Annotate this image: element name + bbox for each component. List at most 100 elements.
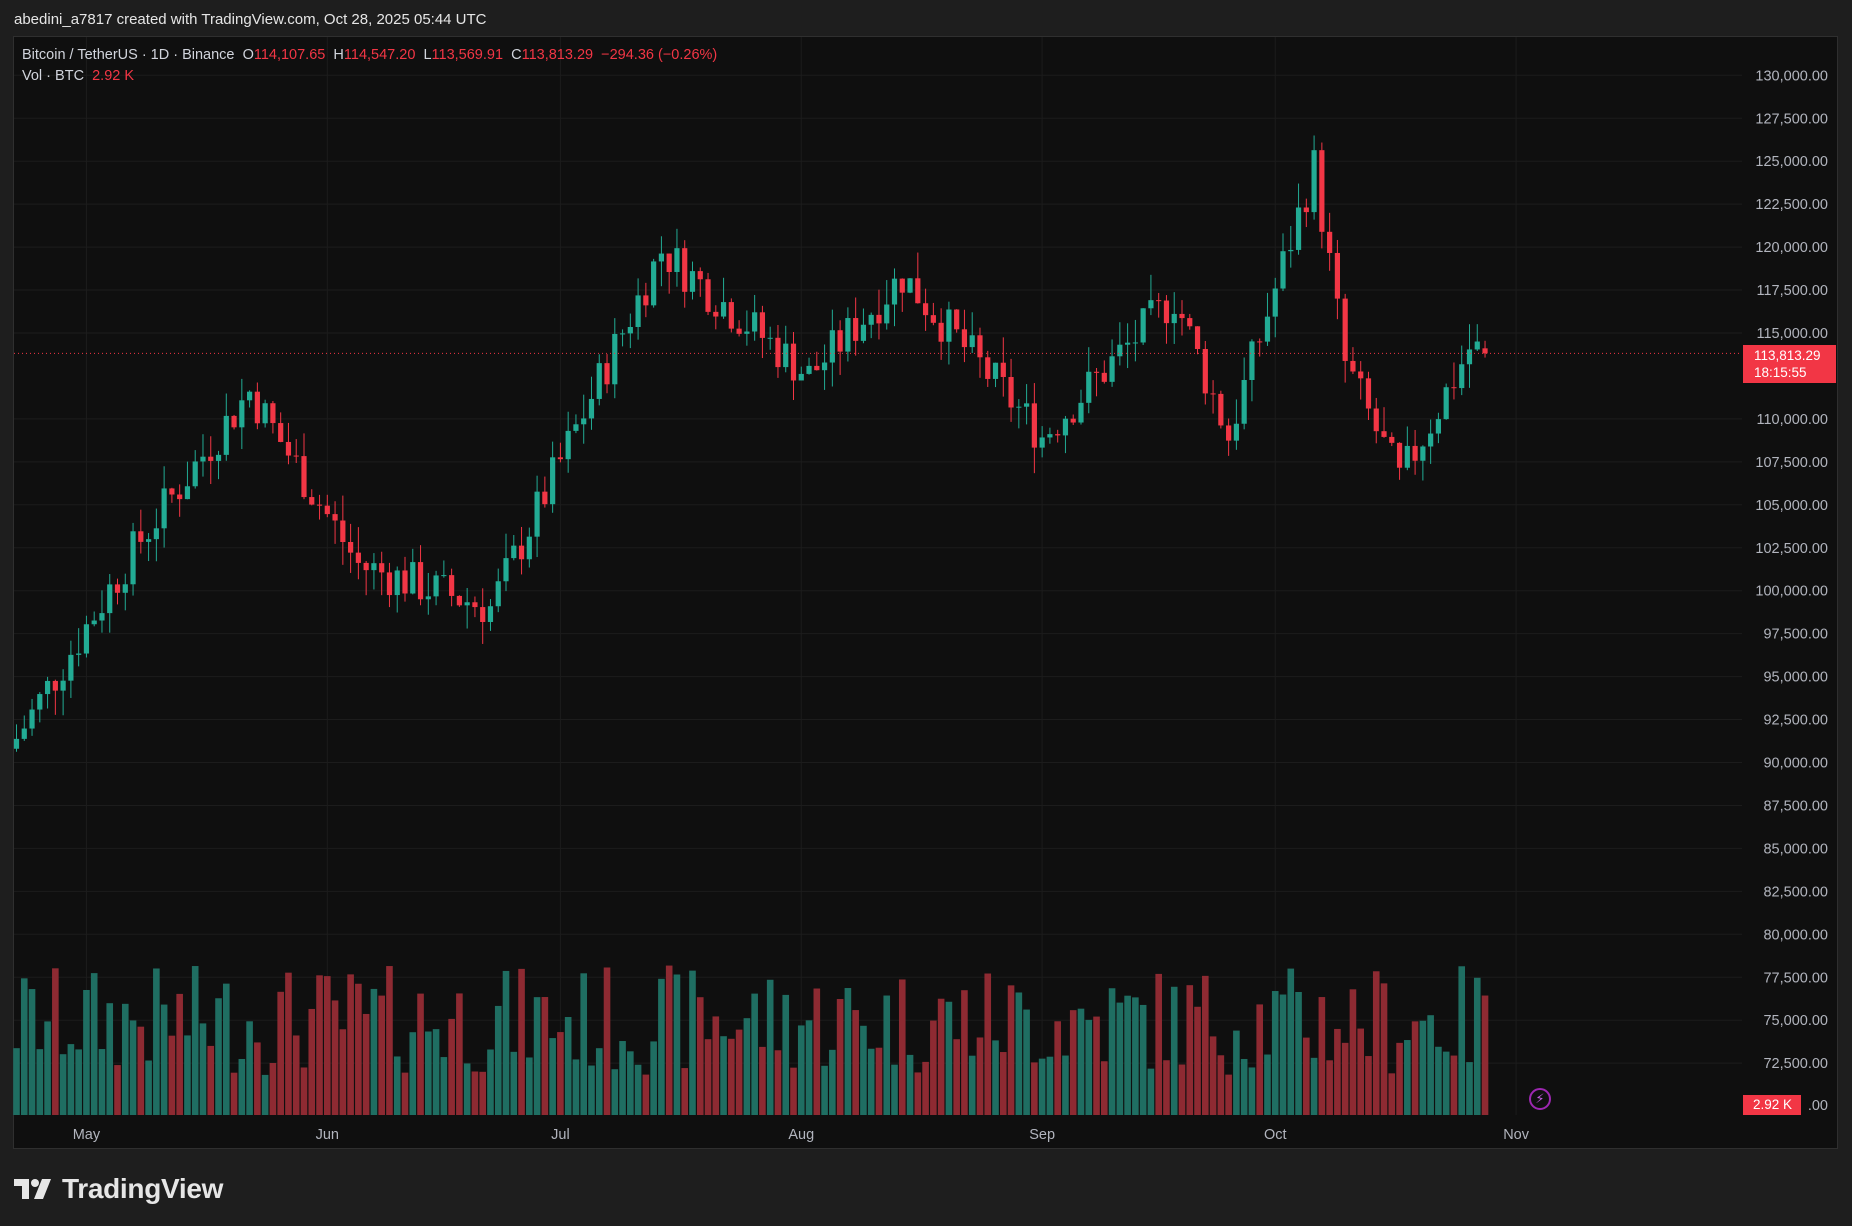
candle-body (1039, 437, 1045, 448)
volume-bar (821, 1065, 828, 1115)
candle-body (1016, 406, 1022, 408)
candle-body (417, 562, 424, 600)
candle-body (1093, 371, 1100, 373)
volume-bar (665, 965, 673, 1115)
candle-body (814, 365, 820, 371)
volume-bar (1271, 991, 1279, 1115)
candle-body (472, 602, 478, 608)
candle-body (13, 738, 20, 749)
candle-body (954, 309, 960, 330)
candle-body (511, 545, 517, 559)
volume-bar (1132, 997, 1139, 1115)
candle-body (868, 314, 874, 325)
volume-bar (324, 976, 331, 1115)
volume-bar (1217, 1055, 1225, 1115)
volume-bar (1007, 985, 1015, 1115)
candle-body (1031, 403, 1037, 448)
candle-body (456, 595, 462, 606)
candle-body (682, 248, 688, 292)
candle-body (254, 391, 260, 424)
candle-body (977, 335, 983, 358)
volume-bar (269, 1063, 277, 1115)
candle-body (697, 271, 703, 280)
volume-bar (930, 1020, 937, 1115)
candle-body (526, 536, 532, 560)
candle-body (44, 680, 51, 695)
volume-bar (1225, 1074, 1232, 1115)
candle-body (612, 333, 618, 385)
y-tick-label: 107,500.00 (1755, 455, 1828, 471)
candle-body (969, 335, 975, 348)
volume-bar (145, 1060, 152, 1115)
volume-bar (300, 1067, 308, 1115)
candle-body (1024, 403, 1030, 407)
candle-body (278, 423, 284, 442)
volume-bar (906, 1054, 914, 1115)
candle-body (1194, 326, 1201, 350)
candle-body (1451, 387, 1457, 389)
volume-bar (735, 1029, 743, 1115)
volume-bar (463, 1063, 471, 1115)
candle-body (1047, 434, 1053, 438)
candle-body (1327, 231, 1333, 253)
candle-body (402, 570, 408, 594)
volume-bar (588, 1065, 595, 1115)
candle-body (783, 343, 789, 368)
y-tick-label: 125,000.00 (1755, 154, 1828, 170)
volume-bar (129, 1020, 137, 1115)
lightning-icon[interactable]: ⚡ (1529, 1088, 1551, 1110)
candle-body (1179, 313, 1185, 319)
candle-body (301, 456, 307, 498)
low-label: L (423, 47, 432, 63)
volume-bar (1334, 1028, 1341, 1115)
volume-bar (1256, 1004, 1263, 1115)
candle-body (60, 680, 66, 691)
volume-bar (805, 1020, 813, 1115)
candle-body (480, 607, 486, 623)
candle-body (651, 261, 657, 306)
volume-bar (1186, 985, 1194, 1115)
volume-label[interactable]: Vol · BTC (22, 68, 85, 84)
candle-body (1163, 300, 1170, 324)
candle-body (1428, 433, 1434, 447)
candle-body (1389, 436, 1395, 443)
symbol-title[interactable]: Bitcoin / TetherUS · 1D · Binance (22, 47, 235, 63)
candle-body (1272, 288, 1278, 317)
volume-bar (1326, 1060, 1333, 1115)
volume-bar (883, 995, 891, 1115)
volume-bar (1310, 1057, 1318, 1115)
candle-body (658, 253, 665, 262)
tradingview-logo-icon (14, 1179, 51, 1199)
candle-body (550, 457, 556, 505)
y-tick-label: 122,500.00 (1755, 197, 1828, 213)
chart-pane[interactable] (13, 36, 1838, 1149)
candle-body (860, 324, 867, 341)
volume-bar (891, 1064, 898, 1115)
volume-bar (502, 970, 510, 1115)
volume-bar (603, 967, 611, 1115)
candle-body (542, 491, 548, 505)
volume-bar (774, 1050, 782, 1115)
volume-bar (417, 993, 424, 1115)
candle-body (1412, 445, 1418, 461)
volume-bar (1411, 1021, 1419, 1115)
volume-bar (137, 1026, 145, 1115)
volume-bar (1466, 1062, 1473, 1115)
volume-bar (728, 1038, 735, 1115)
candle-body (1466, 349, 1473, 365)
volume-bar (1481, 995, 1489, 1115)
tradingview-logo[interactable]: TradingView (14, 1173, 223, 1205)
candle-body (145, 539, 152, 542)
candle-body (1420, 446, 1426, 461)
volume-bar (339, 1029, 347, 1115)
volume-bar (844, 988, 852, 1115)
volume-bar (1108, 988, 1116, 1115)
volume-bar (347, 974, 354, 1115)
candle-body (1435, 419, 1442, 434)
candle-body (1008, 377, 1014, 408)
candle-body (223, 415, 229, 455)
volume-bar (401, 1072, 409, 1115)
volume-bar (852, 1010, 859, 1115)
candle-body (806, 365, 812, 374)
